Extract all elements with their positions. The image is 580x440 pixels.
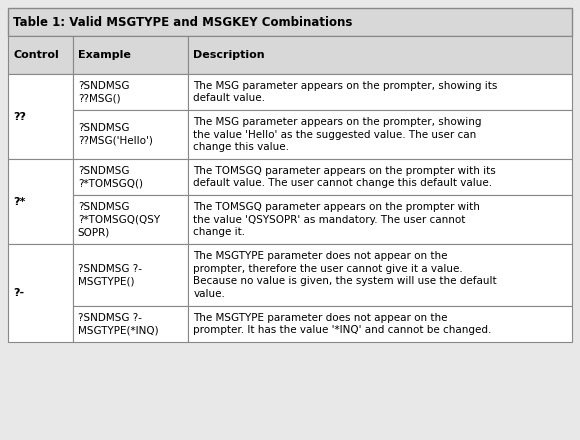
Bar <box>188 244 572 306</box>
Bar <box>73 74 188 110</box>
Bar <box>73 195 188 244</box>
Bar <box>188 306 572 342</box>
Text: The MSGTYPE parameter does not appear on the
prompter. It has the value '*INQ' a: The MSGTYPE parameter does not appear on… <box>194 312 492 335</box>
Bar <box>73 306 188 342</box>
Text: ?*: ?* <box>13 197 26 206</box>
Bar <box>188 195 572 244</box>
Text: ?-: ?- <box>13 288 24 298</box>
Text: ?SNDMSG
??MSG(): ?SNDMSG ??MSG() <box>78 81 129 103</box>
Bar <box>73 159 188 195</box>
Bar <box>188 159 572 195</box>
Text: The MSG parameter appears on the prompter, showing
the value 'Hello' as the sugg: The MSG parameter appears on the prompte… <box>194 117 482 152</box>
Text: ?SNDMSG
?*TOMSGQ(): ?SNDMSG ?*TOMSGQ() <box>78 165 143 188</box>
Text: ??: ?? <box>13 111 26 121</box>
Bar <box>73 110 188 159</box>
Bar <box>188 74 572 110</box>
Text: ?SNDMSG ?-
MSGTYPE(*INQ): ?SNDMSG ?- MSGTYPE(*INQ) <box>78 312 158 335</box>
Bar <box>8 8 572 36</box>
Bar <box>73 244 188 306</box>
Bar <box>8 159 73 244</box>
Bar <box>188 110 572 159</box>
Text: Table 1: Valid MSGTYPE and MSGKEY Combinations: Table 1: Valid MSGTYPE and MSGKEY Combin… <box>13 15 353 29</box>
Text: Example: Example <box>78 50 130 60</box>
Text: ?SNDMSG
??MSG('Hello'): ?SNDMSG ??MSG('Hello') <box>78 123 153 146</box>
Bar <box>73 36 188 74</box>
Text: The TOMSGQ parameter appears on the prompter with
the value 'QSYSOPR' as mandato: The TOMSGQ parameter appears on the prom… <box>194 202 480 237</box>
Bar <box>8 244 73 342</box>
Text: ?SNDMSG
?*TOMSGQ(QSY
SOPR): ?SNDMSG ?*TOMSGQ(QSY SOPR) <box>78 202 160 237</box>
Text: ?SNDMSG ?-
MSGTYPE(): ?SNDMSG ?- MSGTYPE() <box>78 264 142 286</box>
Bar <box>8 36 73 74</box>
Text: The MSGTYPE parameter does not appear on the
prompter, therefore the user cannot: The MSGTYPE parameter does not appear on… <box>194 251 497 299</box>
Text: The MSG parameter appears on the prompter, showing its
default value.: The MSG parameter appears on the prompte… <box>194 81 498 103</box>
Bar <box>188 36 572 74</box>
Text: Control: Control <box>13 50 59 60</box>
Text: Description: Description <box>194 50 265 60</box>
Bar <box>8 74 73 159</box>
Text: The TOMSGQ parameter appears on the prompter with its
default value. The user ca: The TOMSGQ parameter appears on the prom… <box>194 165 496 188</box>
